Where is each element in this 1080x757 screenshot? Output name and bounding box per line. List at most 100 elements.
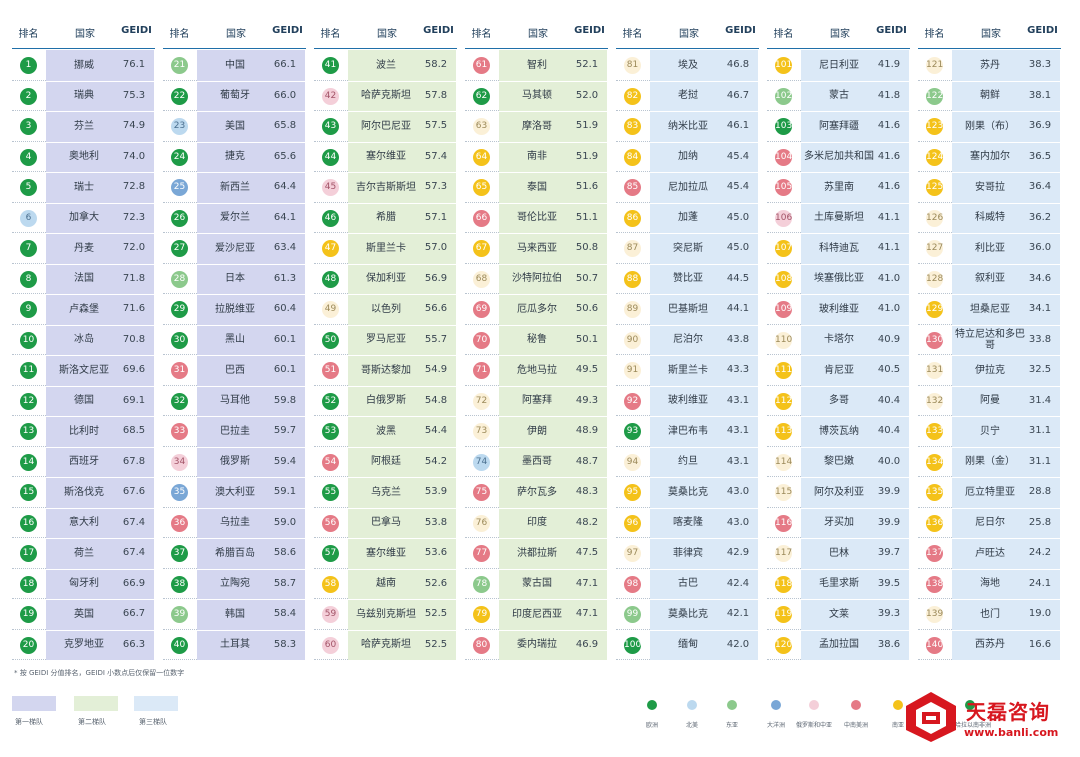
- table-row: 27 爱沙尼亚 63.4: [163, 233, 306, 265]
- table-row: 79 印度尼西亚 47.1: [465, 599, 608, 631]
- country-name: 厄瓜多尔: [517, 303, 557, 315]
- rank-badge: 97: [624, 545, 641, 562]
- rank-badge: 20: [20, 636, 37, 654]
- rank-badge: 138: [926, 575, 943, 593]
- rank-group-5: 排名 国家 GEIDI 81 埃及 46.8 82 老挝 46.7 83 纳米比亚 46.1 84 加纳 4…: [616, 16, 759, 661]
- table-row: 62 马其顿 52.0: [465, 81, 608, 112]
- country-name: 科威特: [975, 212, 1005, 223]
- row-divider: [163, 79, 197, 81]
- table-row: 12 德国 69.1: [12, 386, 155, 417]
- table-row: 15 斯洛伐克 67.6: [12, 477, 155, 509]
- row-divider: [616, 140, 650, 142]
- rank-badge: 41: [322, 57, 339, 74]
- geidi-header: GEIDI: [574, 25, 605, 36]
- row-divider: [12, 140, 46, 142]
- geidi-header: GEIDI: [423, 25, 454, 36]
- tier-legend-label-1: 第一梯队: [15, 718, 43, 726]
- geidi-score: 42.4: [726, 577, 750, 589]
- geidi-score: 43.1: [726, 425, 750, 436]
- rank-badge: 18: [20, 575, 37, 593]
- table-row: 3 芬兰 74.9: [12, 111, 155, 143]
- country-name: 斯里兰卡: [366, 242, 406, 254]
- table-row: 25 新西兰 64.4: [163, 172, 306, 204]
- table-row: 17 荷兰 67.4: [12, 538, 155, 570]
- country-name: 叙利亚: [975, 273, 1005, 284]
- rank-badge: 120: [775, 636, 792, 654]
- row-divider: [12, 445, 46, 447]
- table-row: 100 缅甸 42.0: [616, 630, 759, 661]
- table-row: 107 科特迪瓦 41.1: [767, 233, 910, 265]
- row-divider: [12, 506, 46, 508]
- geidi-score: 58.7: [273, 577, 297, 589]
- geidi-score: 52.1: [575, 59, 599, 70]
- country-name: 巴林: [829, 547, 849, 559]
- country-name: 伊朗: [527, 425, 547, 437]
- rank-badge: 25: [171, 179, 188, 196]
- rank-badge: 91: [624, 362, 641, 379]
- tier-legend-label-3: 第三梯队: [139, 718, 167, 726]
- table-row: 99 莫桑比克 42.1: [616, 599, 759, 631]
- country-name: 阿尔及利亚: [814, 486, 864, 498]
- rank-badge: 89: [624, 301, 641, 318]
- table-row: 106 土库曼斯坦 41.1: [767, 203, 910, 234]
- row-divider: [616, 110, 650, 111]
- row-divider: [918, 598, 952, 599]
- country-name: 沙特阿拉伯: [512, 273, 562, 284]
- rank-badge: 95: [624, 484, 641, 501]
- country-name: 印度尼西亚: [512, 608, 562, 620]
- geidi-score: 50.1: [575, 333, 599, 345]
- rank-badge: 124: [926, 148, 943, 166]
- rank-badge: 118: [775, 575, 792, 593]
- tier-band: [952, 50, 1060, 660]
- country-name: 希腊: [376, 212, 396, 223]
- region-legend-label: 欧洲: [645, 722, 658, 729]
- rank-badge: 75: [473, 484, 490, 501]
- rank-badge: 111: [775, 362, 792, 379]
- region-legend-label: 中南美洲: [843, 722, 868, 729]
- rank-badge: 136: [926, 514, 943, 532]
- table-row: 81 埃及 46.8: [616, 50, 759, 82]
- country-name: 哥斯达黎加: [361, 364, 411, 376]
- rank-badge: 56: [322, 514, 339, 532]
- rank-header: 排名: [924, 29, 945, 40]
- geidi-score: 58.3: [273, 638, 297, 650]
- table-row: 1 挪威 76.1: [12, 50, 155, 82]
- geidi-score: 76.1: [122, 59, 146, 70]
- table-row: 105 苏里南 41.6: [767, 172, 910, 204]
- country-name: 巴基斯坦: [668, 303, 708, 315]
- geidi-score: 46.7: [726, 89, 750, 101]
- row-divider: [314, 232, 348, 233]
- rank-group-6: 排名 国家 GEIDI 101 尼日利亚 41.9 102 蒙古 41.8 103 阿塞拜疆 41.6…: [767, 16, 910, 661]
- geidi-score: 59.8: [273, 394, 297, 406]
- row-divider: [918, 201, 952, 203]
- geidi-score: 59.0: [273, 516, 297, 528]
- row-divider: [616, 506, 650, 508]
- country-name: 加蓬: [678, 212, 698, 223]
- table-row: 92 玻利维亚 43.1: [616, 386, 759, 417]
- country-name: 意大利: [69, 517, 99, 528]
- geidi-score: 24.1: [1028, 577, 1052, 589]
- row-divider: [163, 262, 197, 264]
- country-name: 斯里兰卡: [668, 364, 708, 376]
- rank-badge: 49: [322, 301, 339, 318]
- row-divider: [616, 598, 650, 599]
- country-name: 英国: [74, 608, 94, 620]
- geidi-score: 50.7: [575, 272, 599, 284]
- rank-badge: 121: [926, 57, 943, 74]
- row-divider: [163, 232, 197, 233]
- geidi-score: 71.6: [122, 303, 146, 314]
- geidi-score: 41.0: [877, 272, 901, 284]
- rank-badge: 7: [20, 240, 37, 257]
- row-divider: [616, 628, 650, 630]
- row-divider: [12, 415, 46, 416]
- country-name: 卡塔尔: [824, 334, 854, 345]
- geidi-score: 71.8: [122, 272, 146, 284]
- row-divider: [616, 262, 650, 264]
- geidi-score: 51.6: [575, 181, 599, 192]
- row-divider: [767, 445, 801, 447]
- row-divider: [616, 384, 650, 386]
- table-row: 8 法国 71.8: [12, 264, 155, 295]
- geidi-score: 34.6: [1028, 272, 1052, 284]
- row-divider: [918, 415, 952, 416]
- rank-badge: 4: [20, 148, 37, 166]
